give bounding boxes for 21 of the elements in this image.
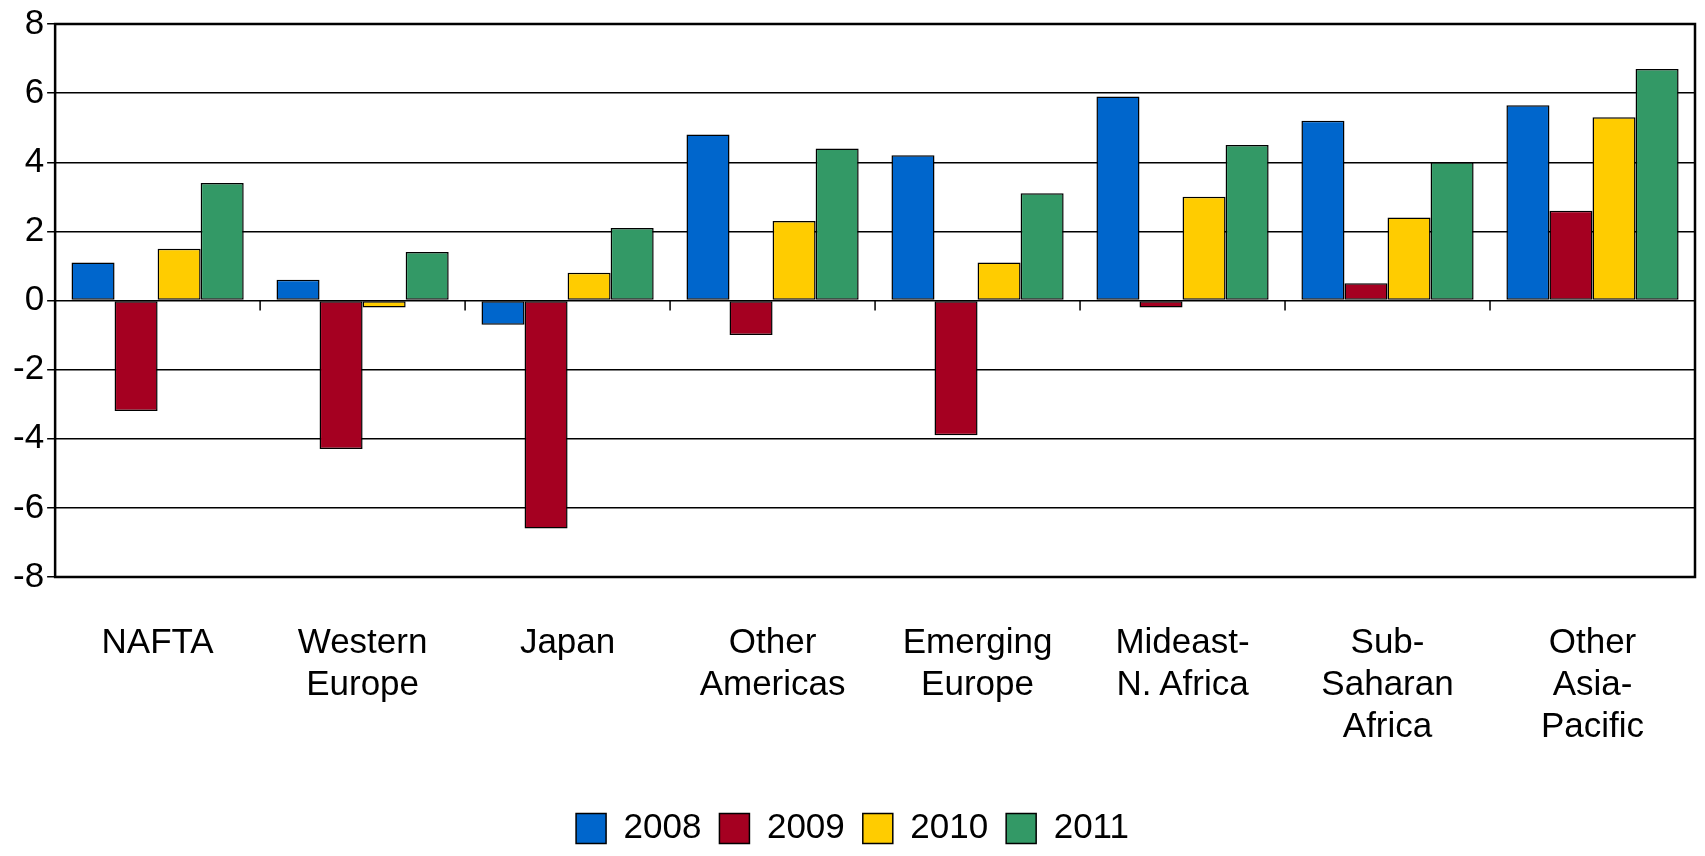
y-tick-label: 6	[24, 70, 45, 110]
y-tick-label: 8	[24, 1, 45, 41]
legend-label: 2010	[910, 806, 989, 846]
x-tick-label: Japan	[519, 620, 616, 660]
legend-label: 2008	[623, 806, 702, 846]
y-tick-label: -4	[13, 416, 45, 456]
legend-label: 2011	[1053, 806, 1129, 846]
y-tick-label: 4	[24, 139, 45, 179]
y-tick-label: 0	[24, 278, 45, 318]
y-tick-label: -8	[13, 554, 45, 594]
x-tick-label: Mideast-N. Africa	[1115, 620, 1250, 702]
x-tick-label: Other Americas	[699, 620, 846, 702]
x-tick-label: NAFTA	[101, 620, 215, 660]
x-tick-label: Other Asia-Pacific	[1540, 620, 1645, 744]
x-tick-label: Emerging Europe	[902, 620, 1053, 702]
x-tick-label: Sub-Saharan Africa	[1321, 620, 1454, 744]
y-tick-label: -6	[13, 485, 45, 525]
y-tick-label: -2	[13, 347, 45, 387]
y-tick-label: 2	[24, 209, 45, 249]
legend-label: 2009	[766, 806, 845, 846]
x-tick-label: Western Europe	[297, 620, 428, 702]
